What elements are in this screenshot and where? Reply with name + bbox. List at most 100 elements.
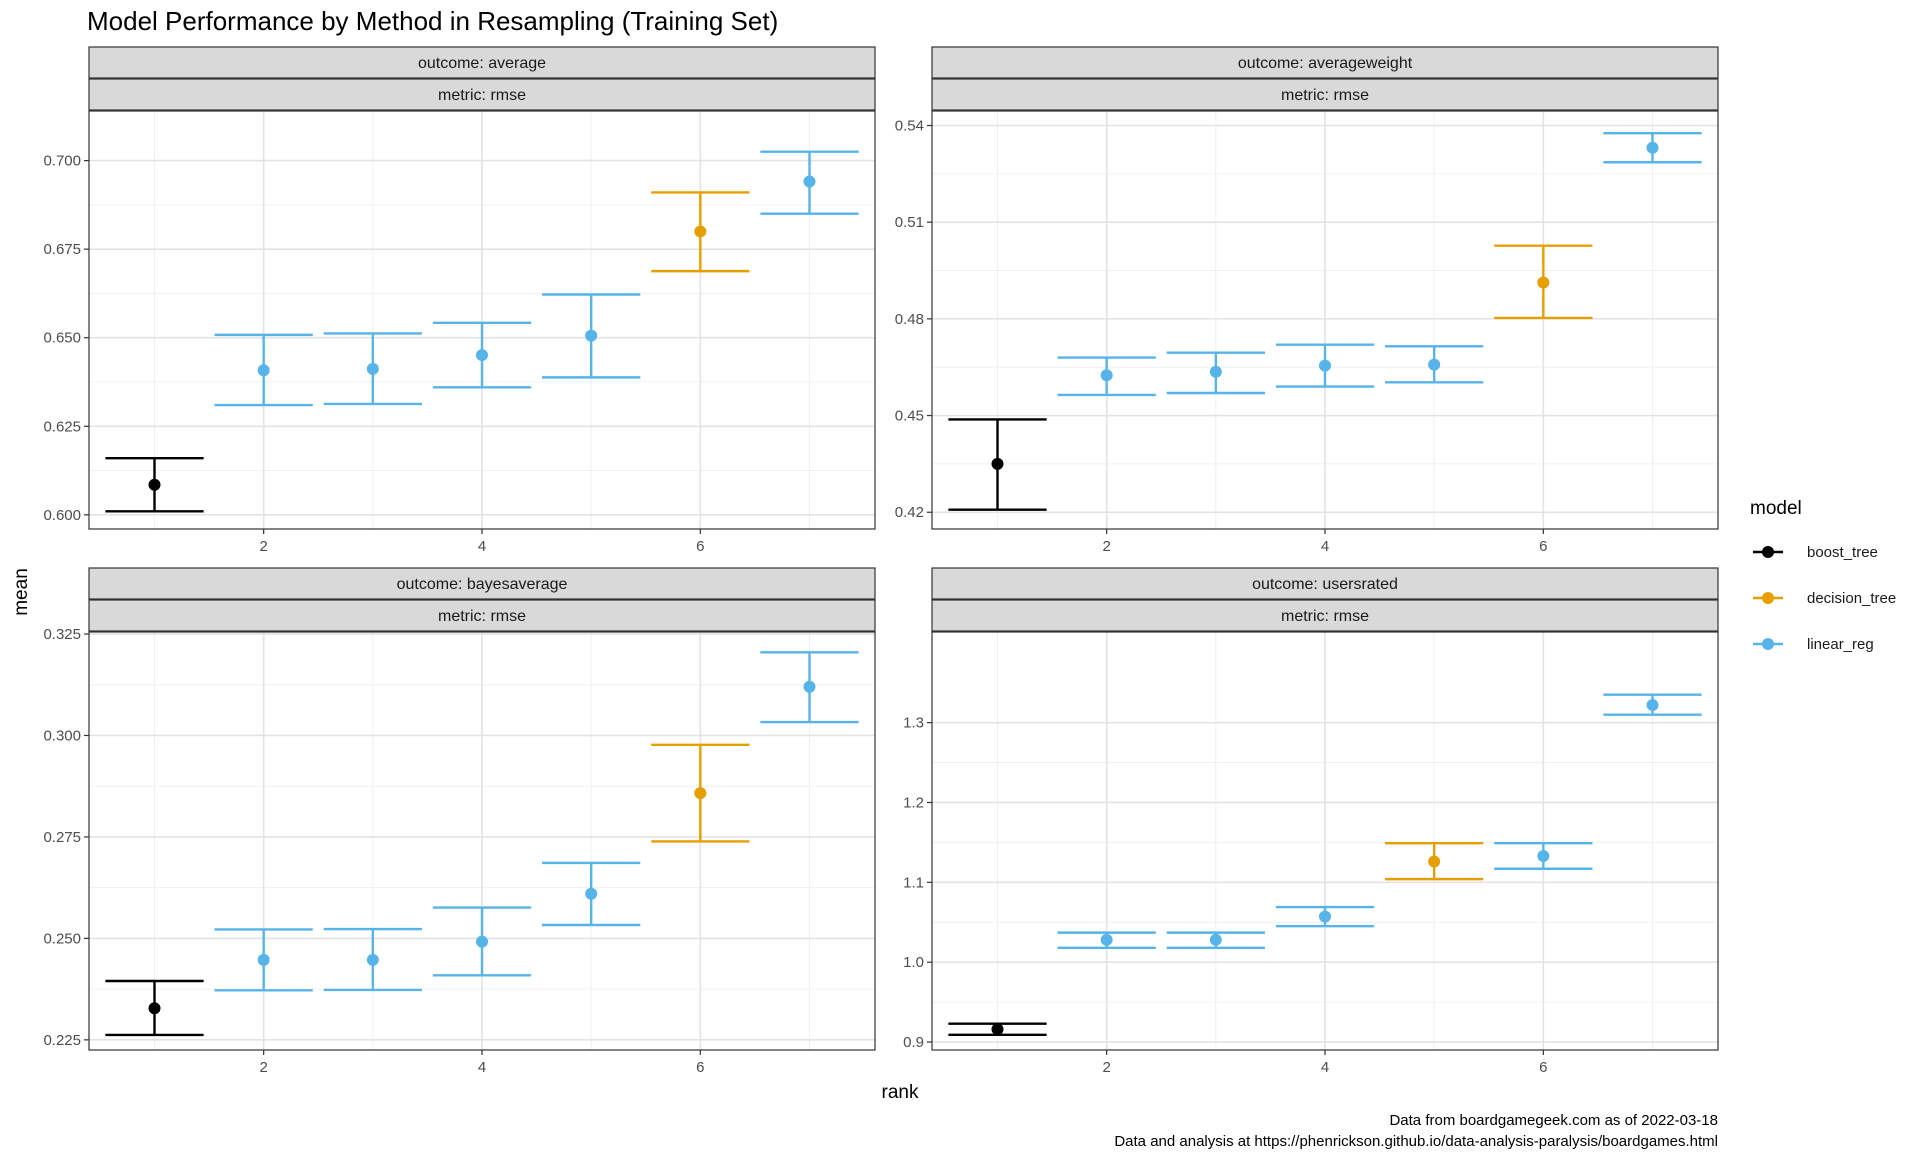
x-tick-label: 6 <box>1539 538 1547 555</box>
mean-point <box>694 787 707 800</box>
y-tick-label: 1.3 <box>903 715 924 732</box>
y-tick-label: 0.51 <box>895 214 924 231</box>
outcome-strip-label: outcome: bayesaverage <box>397 576 568 593</box>
errorbar-boost_tree <box>948 1022 1047 1037</box>
y-tick-label: 0.48 <box>895 311 924 328</box>
caption-line-1: Data from boardgamegeek.com as of 2022-0… <box>1389 1112 1718 1129</box>
x-tick-label: 4 <box>478 1059 486 1076</box>
mean-point <box>1100 933 1113 946</box>
errorbar-decision_tree <box>651 191 750 273</box>
y-tick-label: 0.325 <box>43 626 81 643</box>
mean-point <box>257 364 270 377</box>
x-tick-label: 2 <box>259 1059 267 1076</box>
mean-point <box>585 887 598 900</box>
y-tick-label: 0.9 <box>903 1034 924 1051</box>
y-tick-label: 0.700 <box>43 153 81 170</box>
x-tick-label: 4 <box>1321 1059 1329 1076</box>
errorbar-linear_reg <box>1275 905 1375 928</box>
mean-point <box>1646 699 1659 712</box>
x-tick-label: 6 <box>696 538 704 555</box>
errorbar-linear_reg <box>1275 343 1375 388</box>
legend-item-decision_tree: decision_tree <box>1753 590 1896 607</box>
errorbar-linear_reg <box>432 906 532 977</box>
metric-strip-label: metric: rmse <box>1281 87 1369 104</box>
metric-strip <box>931 599 1719 632</box>
errorbar-linear_reg <box>1166 931 1265 949</box>
errorbar-decision_tree <box>1494 244 1593 320</box>
mean-point <box>148 1002 161 1015</box>
facet-panel: outcome: average metric: rmse 0.600 0.625 0.… <box>43 46 876 555</box>
x-tick-label: 2 <box>1102 1059 1110 1076</box>
legend-key-point <box>1762 546 1774 558</box>
y-axis-title: mean <box>11 568 32 616</box>
errorbar-linear_reg <box>760 651 859 724</box>
outcome-strip <box>88 46 876 79</box>
facet-panel: outcome: bayesaverage metric: rmse 0.225 0.… <box>43 567 876 1076</box>
mean-point <box>1537 276 1550 289</box>
y-tick-label: 1.2 <box>903 794 924 811</box>
y-tick-label: 0.250 <box>43 930 81 947</box>
legend: model boost_tree decision_tree linear_reg <box>1750 498 1896 653</box>
metric-strip-label: metric: rmse <box>438 608 526 625</box>
y-tick-label: 0.625 <box>43 418 81 435</box>
mean-point <box>148 478 161 491</box>
y-tick-label: 0.300 <box>43 727 81 744</box>
outcome-strip-label: outcome: average <box>418 55 546 72</box>
errorbar-boost_tree <box>948 418 1047 511</box>
errorbar-linear_reg <box>432 321 532 389</box>
metric-strip-label: metric: rmse <box>1281 608 1369 625</box>
legend-title: model <box>1750 498 1802 519</box>
y-tick-label: 0.675 <box>43 241 81 258</box>
mean-point <box>476 349 488 362</box>
errorbar-linear_reg <box>1057 356 1156 397</box>
metric-strip-label: metric: rmse <box>438 87 526 104</box>
outcome-strip-label: outcome: averageweight <box>1238 55 1413 72</box>
metric-strip <box>88 78 876 111</box>
errorbar-linear_reg <box>323 332 422 406</box>
mean-point <box>991 1023 1004 1036</box>
errorbar-linear_reg <box>542 293 641 379</box>
x-axis-title: rank <box>882 1082 919 1103</box>
legend-label: boost_tree <box>1807 544 1878 561</box>
errorbar-linear_reg <box>542 861 641 927</box>
legend-key-point <box>1762 638 1774 650</box>
mean-point <box>1100 369 1113 382</box>
chart-title: Model Performance by Method in Resamplin… <box>87 6 778 36</box>
mean-point <box>585 329 598 342</box>
legend-key-point <box>1762 592 1774 604</box>
y-tick-label: 0.600 <box>43 507 81 524</box>
mean-point <box>366 362 379 375</box>
x-tick-label: 2 <box>1102 538 1110 555</box>
y-tick-label: 0.54 <box>895 118 924 135</box>
facet-panel: outcome: averageweight metric: rmse 0.42 0.… <box>895 46 1719 555</box>
mean-point <box>1646 141 1659 154</box>
y-tick-label: 0.45 <box>895 408 924 425</box>
errorbar-linear_reg <box>214 333 313 407</box>
facet-panel: outcome: usersrated metric: rmse 0.9 1.0 1.1… <box>903 567 1719 1076</box>
y-tick-label: 0.225 <box>43 1032 81 1049</box>
errorbar-linear_reg <box>1494 841 1593 870</box>
errorbar-linear_reg <box>760 150 859 215</box>
errorbar-linear_reg <box>214 928 313 992</box>
errorbar-linear_reg <box>1166 351 1265 395</box>
errorbar-boost_tree <box>105 456 204 513</box>
mean-point <box>1428 358 1441 371</box>
outcome-strip <box>931 567 1719 600</box>
errorbar-linear_reg <box>323 927 422 992</box>
x-tick-label: 4 <box>478 538 486 555</box>
mean-point <box>1428 855 1441 868</box>
mean-point <box>1209 365 1222 378</box>
mean-point <box>1209 933 1222 946</box>
legend-label: decision_tree <box>1807 590 1896 607</box>
mean-point <box>694 225 707 238</box>
metric-strip <box>931 78 1719 111</box>
mean-point <box>1319 910 1331 923</box>
x-tick-label: 6 <box>1539 1059 1547 1076</box>
errorbar-linear_reg <box>1603 132 1702 164</box>
mean-point <box>366 953 379 966</box>
y-tick-label: 0.650 <box>43 330 81 347</box>
y-tick-label: 1.0 <box>903 954 924 971</box>
legend-item-linear_reg: linear_reg <box>1753 636 1874 653</box>
errorbar-boost_tree <box>105 979 204 1037</box>
